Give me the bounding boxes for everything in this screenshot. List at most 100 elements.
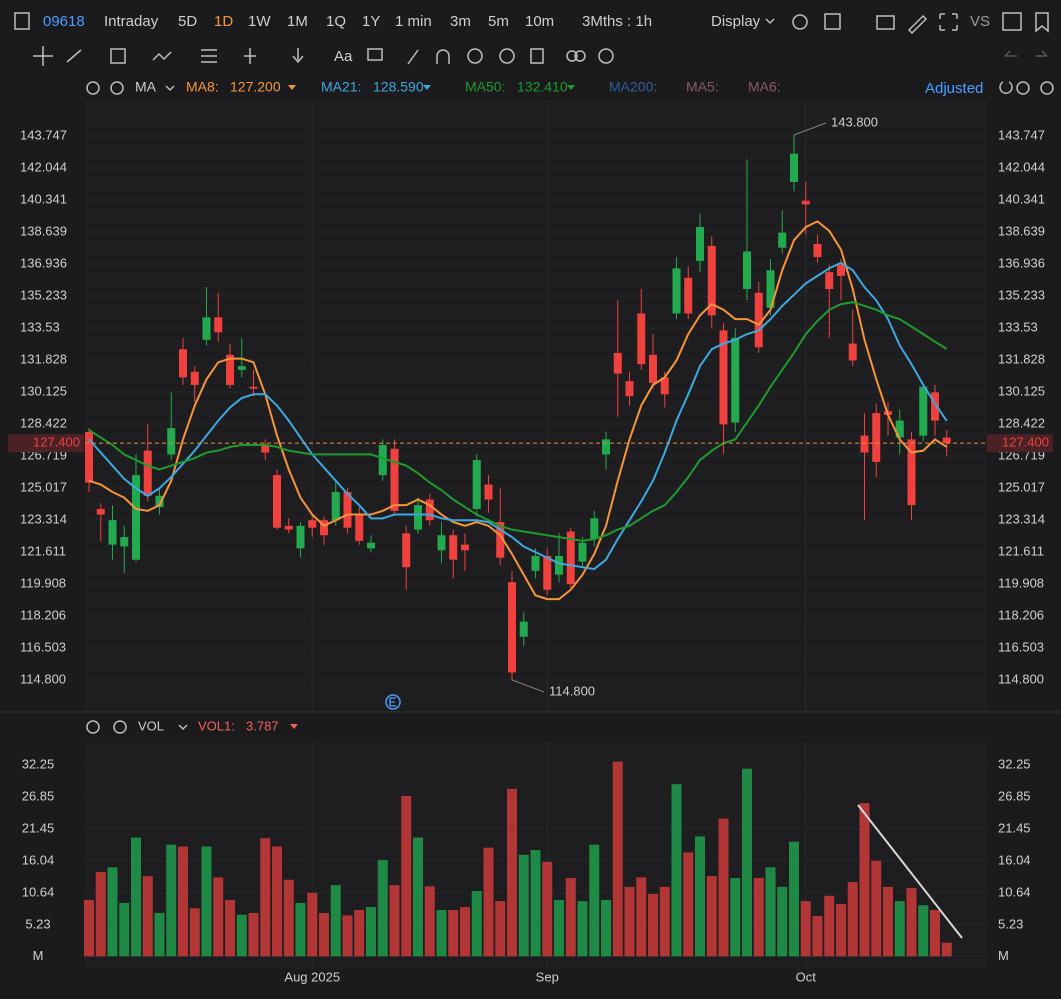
close-icon[interactable] xyxy=(110,81,124,95)
ma-line xyxy=(88,301,948,542)
period-button[interactable]: 5m xyxy=(488,13,509,30)
close-icon[interactable] xyxy=(113,720,127,734)
adjust-mode[interactable]: Adjusted xyxy=(925,80,983,97)
volume-bar xyxy=(107,867,118,957)
y-tick-label: 123.314 xyxy=(998,511,1045,526)
settings-icon[interactable] xyxy=(598,48,614,64)
volume-bar xyxy=(648,893,658,957)
y-tick-label: 135.233 xyxy=(20,287,67,302)
candle-body xyxy=(249,386,258,389)
zoom-in[interactable] xyxy=(1040,81,1054,95)
volume-bar xyxy=(577,901,588,957)
delete-tool[interactable] xyxy=(530,48,544,64)
text-tool[interactable]: Aa xyxy=(334,48,353,65)
fullscreen-icon[interactable] xyxy=(939,13,958,31)
fib-tool[interactable] xyxy=(201,49,217,63)
undo[interactable] xyxy=(1004,50,1017,57)
y-tick-label: 32.25 xyxy=(998,756,1031,771)
volume-bar xyxy=(847,882,858,957)
bookmark-icon[interactable] xyxy=(1035,12,1049,33)
period-button[interactable]: 1Y xyxy=(362,13,380,30)
candle-body xyxy=(649,354,657,384)
volume-bar xyxy=(612,761,623,957)
period-button[interactable]: 1Q xyxy=(326,13,346,30)
redo[interactable] xyxy=(1035,50,1048,57)
period-button[interactable]: 3m xyxy=(450,13,471,30)
y-tick-label: 130.125 xyxy=(20,383,67,398)
book-icon[interactable] xyxy=(1002,12,1022,31)
candle-body xyxy=(226,354,234,385)
volume-bar xyxy=(554,899,564,957)
volume-bar xyxy=(471,891,482,957)
y-tick-label: 136.936 xyxy=(20,255,67,270)
indicator-name[interactable]: VOL xyxy=(138,718,164,733)
layout-icon[interactable] xyxy=(824,13,841,30)
volume-bar xyxy=(342,915,353,957)
candle-body xyxy=(825,272,834,290)
magnet-tool[interactable] xyxy=(436,49,450,64)
camera-icon[interactable] xyxy=(876,15,895,30)
candle-body xyxy=(308,520,317,528)
sync-tool[interactable] xyxy=(467,48,483,64)
move-tool[interactable] xyxy=(33,46,53,66)
candle-body xyxy=(543,555,552,590)
period-button[interactable]: 1 min xyxy=(395,13,432,30)
toolbar: 09618 Intraday 5D 1D 1W 1M 1Q 1Y 1 min 3m 5m 10m 3… xyxy=(14,12,1049,35)
shape-tool[interactable] xyxy=(110,48,126,64)
pen-tool[interactable] xyxy=(407,49,419,65)
candle-body xyxy=(907,439,916,506)
volume-bar xyxy=(601,899,611,957)
arrow-tool[interactable] xyxy=(292,48,304,64)
hide-tool[interactable] xyxy=(499,48,515,64)
link-icon[interactable] xyxy=(574,50,586,62)
candle-body xyxy=(437,535,446,551)
candle-body xyxy=(660,377,669,395)
range-select[interactable]: 3Mths : 1h xyxy=(582,13,652,30)
reset-icon[interactable] xyxy=(999,81,1013,94)
volume-bar xyxy=(154,912,165,957)
settings-icon[interactable] xyxy=(86,720,100,734)
edit-icon[interactable] xyxy=(907,14,928,35)
volume-bar xyxy=(166,844,177,957)
period-button[interactable]: 1D xyxy=(214,13,233,30)
period-button[interactable]: 1M xyxy=(287,13,308,30)
y-tick-label: 16.04 xyxy=(22,853,55,868)
compare[interactable]: VS xyxy=(970,13,990,30)
volume-bar xyxy=(401,796,412,957)
note-tool[interactable] xyxy=(367,48,383,61)
period-button[interactable]: 5D xyxy=(178,13,197,30)
period-button[interactable]: Intraday xyxy=(104,13,159,30)
line-tool[interactable] xyxy=(66,49,82,63)
display-menu[interactable]: Display xyxy=(711,13,761,30)
period-button[interactable]: 10m xyxy=(525,13,554,30)
ma-line xyxy=(88,261,948,571)
link-icon[interactable] xyxy=(566,50,578,62)
candle-body xyxy=(378,445,387,476)
measure-tool[interactable] xyxy=(244,48,256,64)
indicator-name[interactable]: MA xyxy=(135,79,157,95)
y-tick-label: 121.611 xyxy=(20,543,66,558)
candle-body xyxy=(167,428,176,455)
caret xyxy=(288,85,296,90)
settings-icon[interactable] xyxy=(86,81,100,95)
volume-bar xyxy=(307,892,318,957)
settings-icon[interactable] xyxy=(792,14,808,30)
y-tick-label: 133.53 xyxy=(998,319,1038,334)
vol-series-name: VOL1: xyxy=(198,718,235,733)
volume-bar xyxy=(448,910,459,957)
candle-body xyxy=(284,525,293,530)
y-tick-label: 10.64 xyxy=(22,885,55,900)
ma-legend: MA Adjusted xyxy=(86,79,1054,97)
volume-bar xyxy=(859,803,870,957)
event-marker[interactable] xyxy=(385,694,401,710)
sidebar-icon[interactable] xyxy=(14,12,30,30)
period-button[interactable]: 1W xyxy=(248,13,271,30)
volume-bar xyxy=(189,908,200,957)
volume-bar xyxy=(836,904,846,957)
symbol[interactable]: 09618 xyxy=(43,13,85,30)
candle-body xyxy=(202,317,211,340)
path-tool[interactable] xyxy=(152,51,172,61)
volume-bar xyxy=(283,879,294,957)
zoom-out[interactable] xyxy=(1016,81,1030,95)
trend-line-drawing[interactable] xyxy=(857,804,963,939)
